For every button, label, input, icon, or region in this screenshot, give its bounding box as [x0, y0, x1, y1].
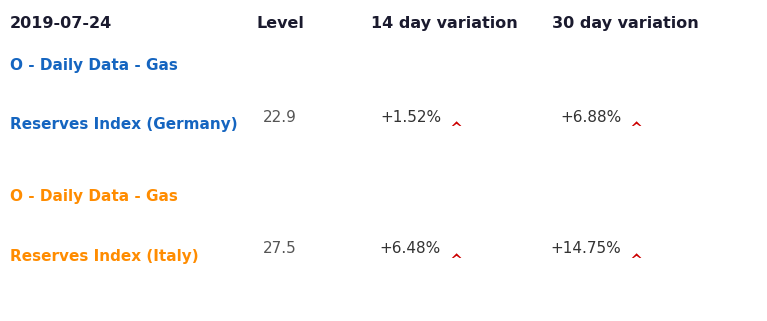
Text: 30 day variation: 30 day variation — [551, 16, 699, 31]
Text: ‸: ‸ — [449, 108, 462, 126]
Text: ‸: ‸ — [629, 240, 642, 258]
Text: 2019-07-24: 2019-07-24 — [10, 16, 112, 31]
Text: +6.48%: +6.48% — [380, 241, 441, 256]
Text: +6.88%: +6.88% — [560, 110, 621, 125]
Text: O - Daily Data - Gas: O - Daily Data - Gas — [10, 58, 178, 73]
Text: Reserves Index (Germany): Reserves Index (Germany) — [10, 117, 238, 132]
Text: +1.52%: +1.52% — [380, 110, 441, 125]
Text: ‸: ‸ — [449, 240, 462, 258]
Text: ‸: ‸ — [629, 108, 642, 126]
Text: +14.75%: +14.75% — [551, 241, 621, 256]
Text: O - Daily Data - Gas: O - Daily Data - Gas — [10, 189, 178, 204]
Text: Reserves Index (Italy): Reserves Index (Italy) — [10, 249, 199, 264]
Text: 14 day variation: 14 day variation — [371, 16, 518, 31]
Text: 22.9: 22.9 — [263, 110, 297, 125]
Text: Level: Level — [256, 16, 304, 31]
Text: 27.5: 27.5 — [263, 241, 297, 256]
